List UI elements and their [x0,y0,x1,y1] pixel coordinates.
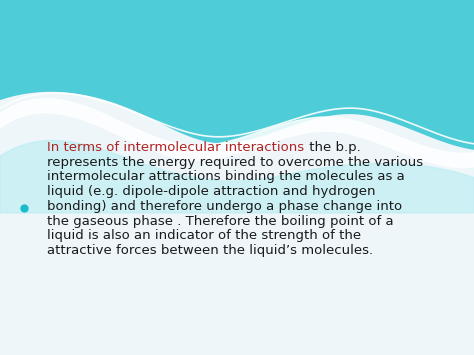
Text: the gaseous phase . Therefore the boiling point of a: the gaseous phase . Therefore the boilin… [47,214,394,228]
Text: liquid (e.g. dipole-dipole attraction and hydrogen: liquid (e.g. dipole-dipole attraction an… [47,185,376,198]
Text: the b.p.: the b.p. [304,141,360,154]
Text: In terms of intermolecular interactions: In terms of intermolecular interactions [47,141,304,154]
Polygon shape [0,0,474,149]
Text: attractive forces between the liquid’s molecules.: attractive forces between the liquid’s m… [47,244,374,257]
Text: represents the energy required to overcome the various: represents the energy required to overco… [47,155,424,169]
Text: intermolecular attractions binding the molecules as a: intermolecular attractions binding the m… [47,170,405,183]
Text: liquid is also an indicator of the strength of the: liquid is also an indicator of the stren… [47,229,362,242]
Text: bonding) and therefore undergo a phase change into: bonding) and therefore undergo a phase c… [47,200,402,213]
